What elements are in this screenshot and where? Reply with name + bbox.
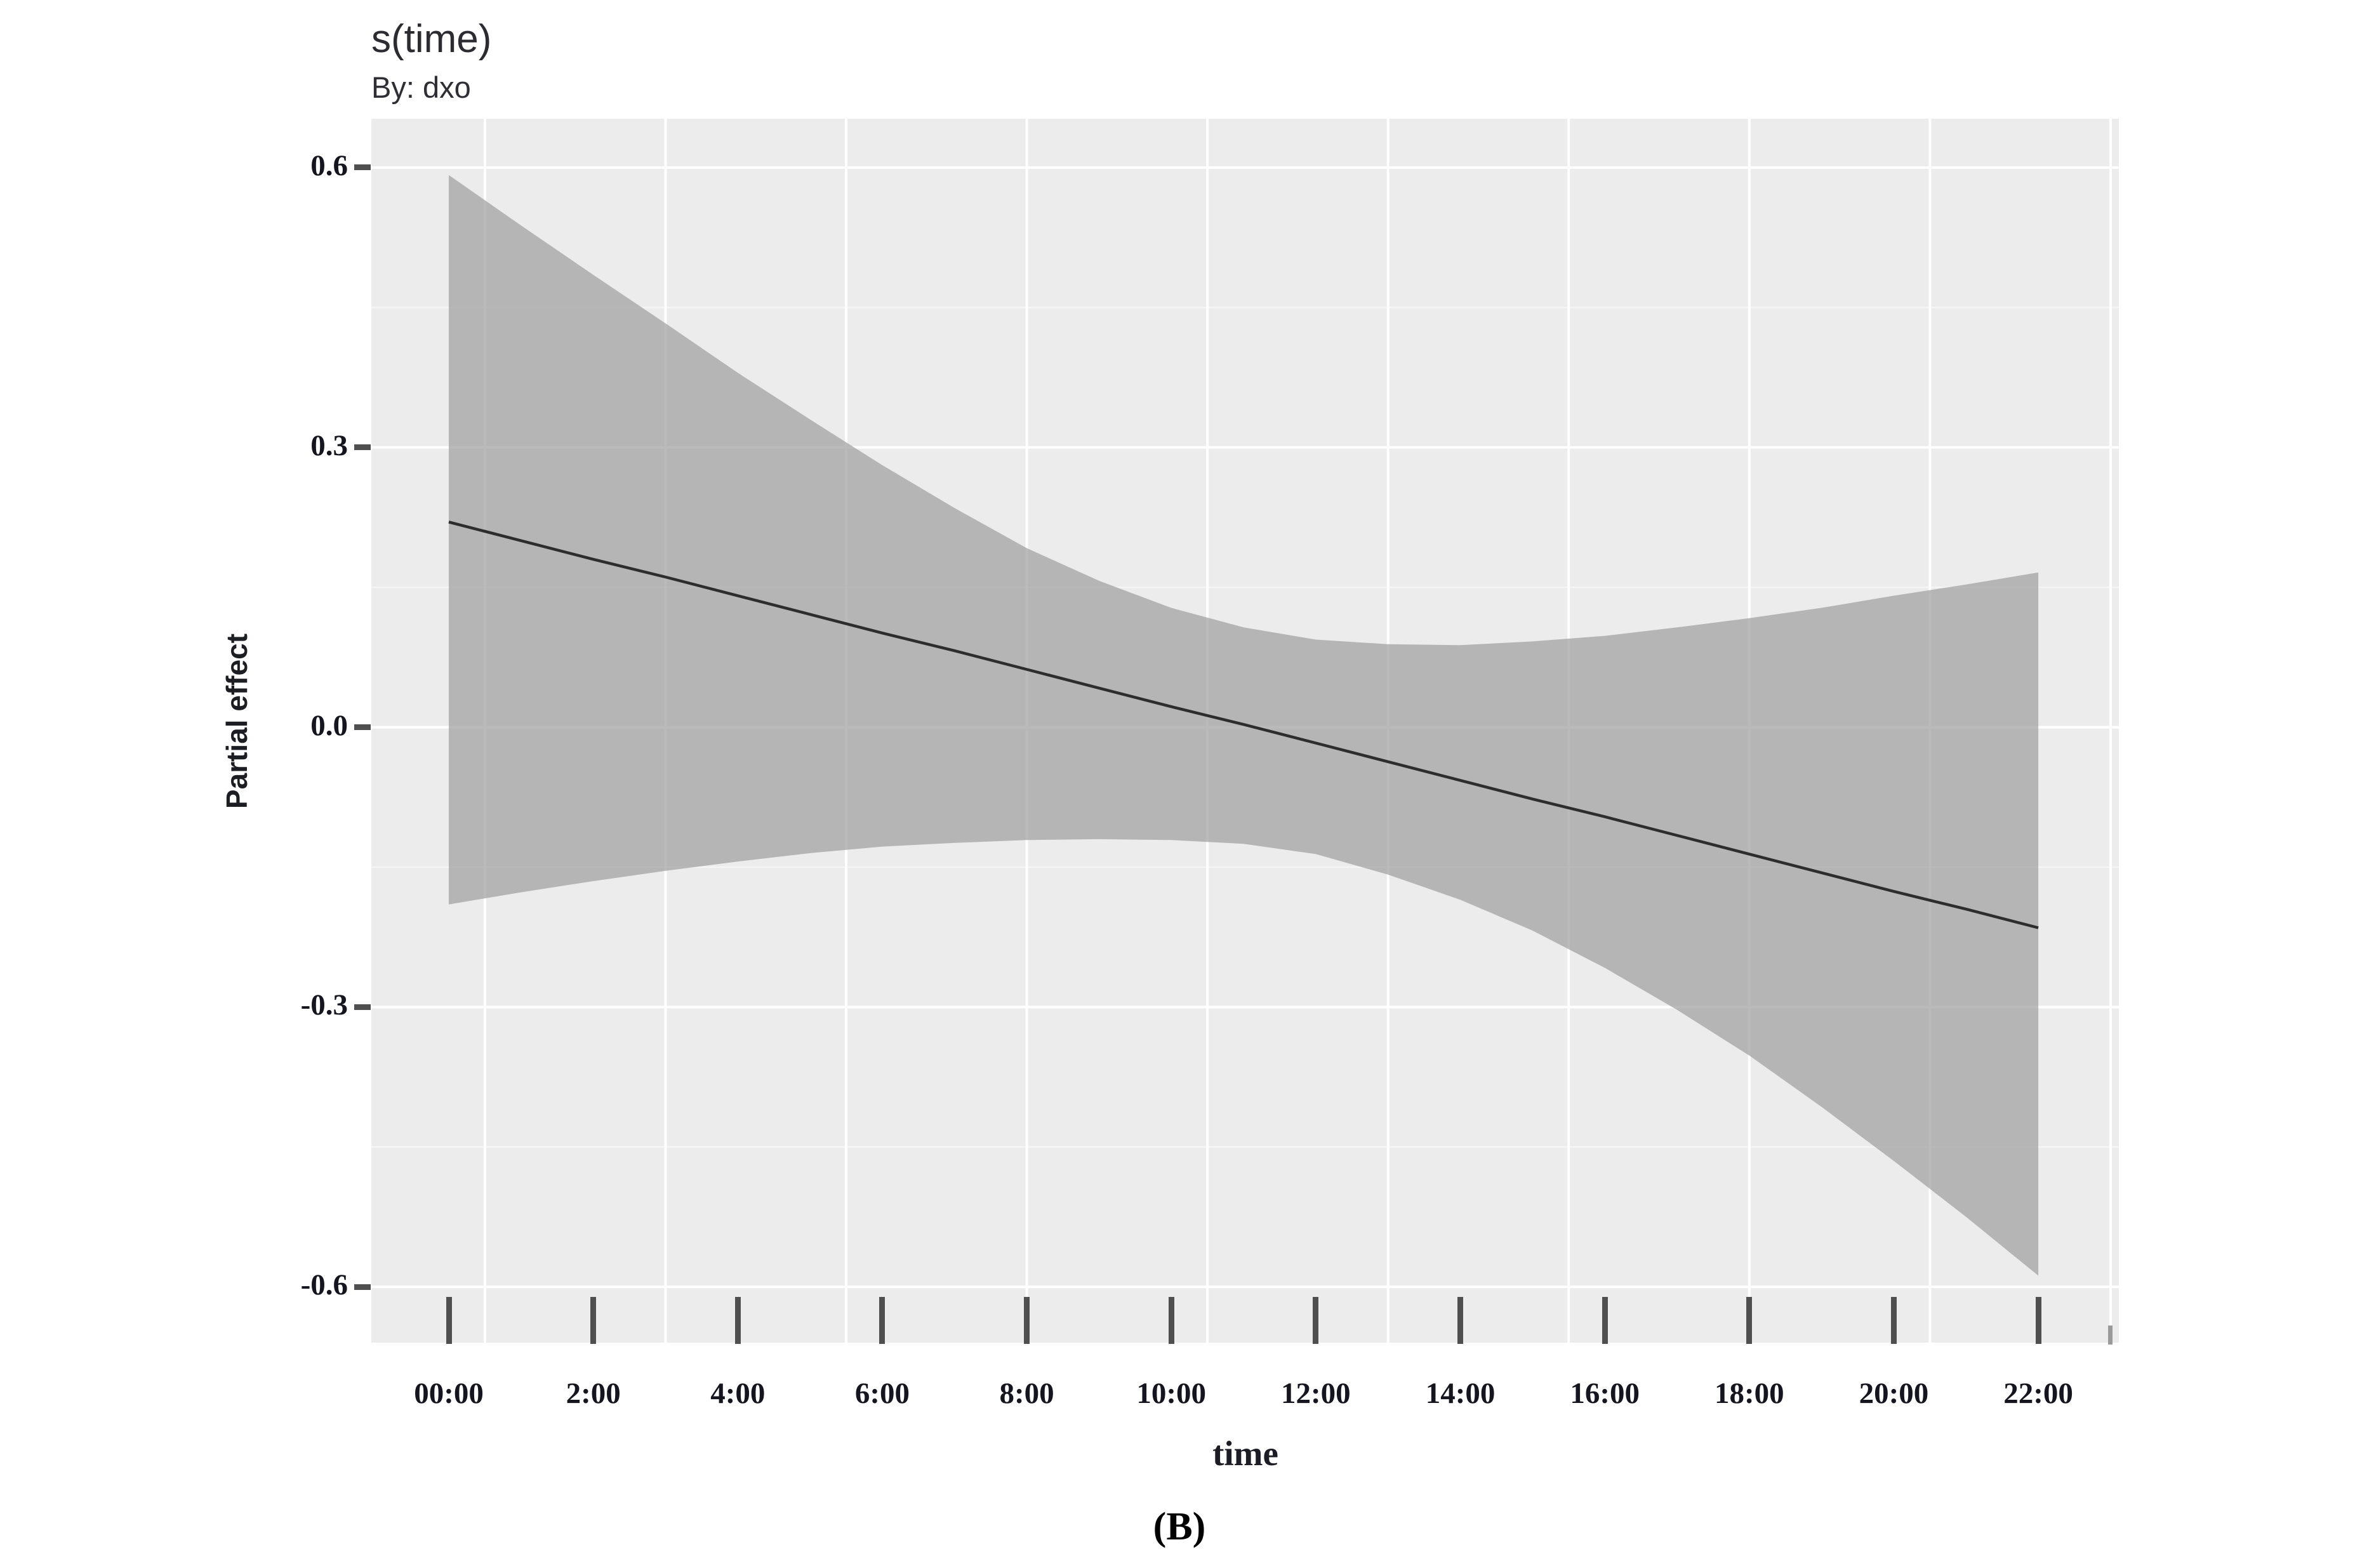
x-tick-mark xyxy=(1168,1297,1174,1344)
x-tick-mark xyxy=(446,1297,452,1344)
plot-panel xyxy=(371,119,2119,1343)
smooth-fit-line xyxy=(448,521,2039,929)
plot-subtitle: By: dxo xyxy=(371,70,471,104)
x-tick-mark-minor xyxy=(2108,1325,2113,1345)
y-tick-label: 0.3 xyxy=(310,429,348,462)
x-tick-mark xyxy=(1746,1297,1753,1344)
x-tick-mark xyxy=(1602,1297,1608,1344)
x-tick-label: 18:00 xyxy=(1714,1377,1784,1410)
x-tick-mark xyxy=(1313,1297,1319,1344)
x-tick-mark xyxy=(2035,1297,2041,1344)
x-tick-mark xyxy=(734,1297,741,1344)
y-tick-mark xyxy=(354,444,371,451)
x-tick-mark xyxy=(1457,1297,1464,1344)
y-tick-mark xyxy=(354,724,371,731)
y-tick-label: -0.6 xyxy=(300,1268,348,1302)
figure-caption: (B) xyxy=(1153,1505,1206,1548)
x-tick-label: 2:00 xyxy=(566,1377,621,1410)
y-tick-label: 0.0 xyxy=(310,708,348,742)
x-tick-mark xyxy=(590,1297,597,1344)
plot-title: s(time) xyxy=(371,17,492,61)
x-tick-mark xyxy=(1024,1297,1030,1344)
x-tick-mark xyxy=(1890,1297,1897,1344)
x-tick-label: 16:00 xyxy=(1570,1377,1640,1410)
y-tick-label: 0.6 xyxy=(310,149,348,182)
x-tick-label: 20:00 xyxy=(1859,1377,1929,1410)
y-tick-label: -0.3 xyxy=(300,988,348,1022)
x-tick-label: 22:00 xyxy=(2003,1377,2073,1410)
x-tick-label: 8:00 xyxy=(999,1377,1054,1410)
y-axis-title: Partial effect xyxy=(220,633,253,809)
y-tick-mark xyxy=(354,1004,371,1010)
y-tick-mark xyxy=(354,164,371,171)
x-tick-label: 00:00 xyxy=(414,1377,484,1410)
x-tick-label: 14:00 xyxy=(1425,1377,1496,1410)
x-tick-label: 12:00 xyxy=(1281,1377,1351,1410)
plot-svg xyxy=(371,119,2119,1343)
x-tick-label: 4:00 xyxy=(710,1377,766,1410)
x-tick-label: 6:00 xyxy=(854,1377,910,1410)
x-axis-title: time xyxy=(1212,1434,1278,1473)
x-tick-mark xyxy=(879,1297,886,1344)
x-tick-label: 10:00 xyxy=(1136,1377,1207,1410)
y-tick-mark xyxy=(354,1284,371,1290)
